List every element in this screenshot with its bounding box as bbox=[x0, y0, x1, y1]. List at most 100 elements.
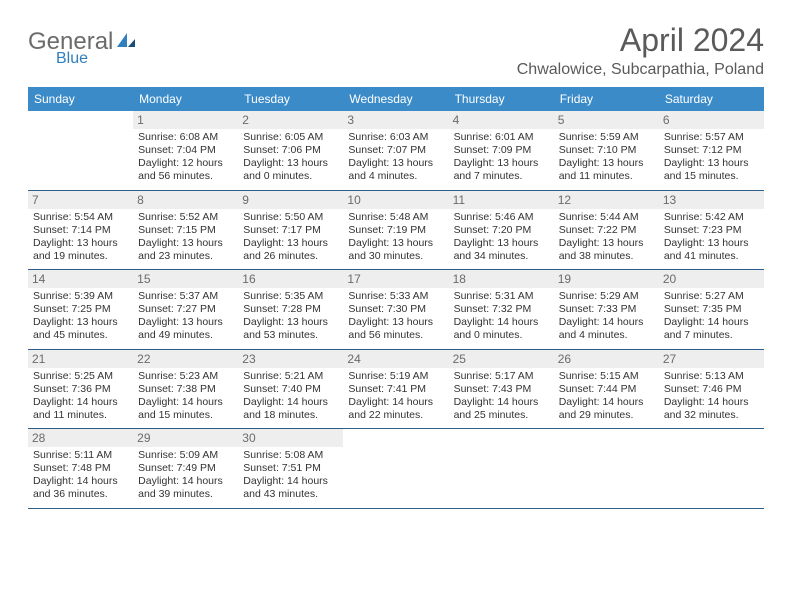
daylight-text: Daylight: 14 hours bbox=[454, 316, 549, 329]
week-row: 28Sunrise: 5:11 AMSunset: 7:48 PMDayligh… bbox=[28, 429, 764, 509]
week-row: 7Sunrise: 5:54 AMSunset: 7:14 PMDaylight… bbox=[28, 191, 764, 271]
weekday-header: Thursday bbox=[449, 87, 554, 111]
sunrise-text: Sunrise: 5:37 AM bbox=[138, 290, 233, 303]
daylight-text: and 56 minutes. bbox=[348, 329, 443, 342]
sunrise-text: Sunrise: 5:08 AM bbox=[243, 449, 338, 462]
sunrise-text: Sunrise: 5:50 AM bbox=[243, 211, 338, 224]
daylight-text: Daylight: 14 hours bbox=[33, 475, 128, 488]
day-number: 12 bbox=[554, 191, 659, 209]
daylight-text: Daylight: 13 hours bbox=[348, 157, 443, 170]
sunset-text: Sunset: 7:27 PM bbox=[138, 303, 233, 316]
daylight-text: Daylight: 14 hours bbox=[243, 396, 338, 409]
sunset-text: Sunset: 7:38 PM bbox=[138, 383, 233, 396]
daylight-text: and 34 minutes. bbox=[454, 250, 549, 263]
day-number: 14 bbox=[28, 270, 133, 288]
daylight-text: Daylight: 14 hours bbox=[138, 396, 233, 409]
daylight-text: Daylight: 14 hours bbox=[138, 475, 233, 488]
sunset-text: Sunset: 7:44 PM bbox=[559, 383, 654, 396]
sunrise-text: Sunrise: 5:13 AM bbox=[664, 370, 759, 383]
sunrise-text: Sunrise: 5:29 AM bbox=[559, 290, 654, 303]
sunset-text: Sunset: 7:06 PM bbox=[243, 144, 338, 157]
sunset-text: Sunset: 7:46 PM bbox=[664, 383, 759, 396]
week-row: 21Sunrise: 5:25 AMSunset: 7:36 PMDayligh… bbox=[28, 350, 764, 430]
day-cell: 30Sunrise: 5:08 AMSunset: 7:51 PMDayligh… bbox=[238, 429, 343, 508]
daylight-text: and 43 minutes. bbox=[243, 488, 338, 501]
daylight-text: and 25 minutes. bbox=[454, 409, 549, 422]
sunset-text: Sunset: 7:43 PM bbox=[454, 383, 549, 396]
daylight-text: and 22 minutes. bbox=[348, 409, 443, 422]
sunset-text: Sunset: 7:49 PM bbox=[138, 462, 233, 475]
daylight-text: and 23 minutes. bbox=[138, 250, 233, 263]
sunset-text: Sunset: 7:48 PM bbox=[33, 462, 128, 475]
day-cell: 13Sunrise: 5:42 AMSunset: 7:23 PMDayligh… bbox=[659, 191, 764, 270]
day-cell: 14Sunrise: 5:39 AMSunset: 7:25 PMDayligh… bbox=[28, 270, 133, 349]
daylight-text: Daylight: 14 hours bbox=[559, 396, 654, 409]
daylight-text: and 32 minutes. bbox=[664, 409, 759, 422]
day-number: 22 bbox=[133, 350, 238, 368]
day-cell: 15Sunrise: 5:37 AMSunset: 7:27 PMDayligh… bbox=[133, 270, 238, 349]
sunset-text: Sunset: 7:33 PM bbox=[559, 303, 654, 316]
daylight-text: Daylight: 14 hours bbox=[664, 396, 759, 409]
daylight-text: and 0 minutes. bbox=[454, 329, 549, 342]
sunrise-text: Sunrise: 5:09 AM bbox=[138, 449, 233, 462]
daylight-text: and 38 minutes. bbox=[559, 250, 654, 263]
daylight-text: and 53 minutes. bbox=[243, 329, 338, 342]
sunrise-text: Sunrise: 5:11 AM bbox=[33, 449, 128, 462]
daylight-text: and 7 minutes. bbox=[454, 170, 549, 183]
day-cell: 16Sunrise: 5:35 AMSunset: 7:28 PMDayligh… bbox=[238, 270, 343, 349]
day-cell bbox=[28, 111, 133, 190]
sunrise-text: Sunrise: 5:17 AM bbox=[454, 370, 549, 383]
sunset-text: Sunset: 7:15 PM bbox=[138, 224, 233, 237]
daylight-text: and 4 minutes. bbox=[348, 170, 443, 183]
sunrise-text: Sunrise: 5:48 AM bbox=[348, 211, 443, 224]
daylight-text: Daylight: 13 hours bbox=[243, 237, 338, 250]
day-cell: 18Sunrise: 5:31 AMSunset: 7:32 PMDayligh… bbox=[449, 270, 554, 349]
sunrise-text: Sunrise: 5:35 AM bbox=[243, 290, 338, 303]
day-number: 8 bbox=[133, 191, 238, 209]
sunrise-text: Sunrise: 5:33 AM bbox=[348, 290, 443, 303]
daylight-text: and 0 minutes. bbox=[243, 170, 338, 183]
day-cell: 2Sunrise: 6:05 AMSunset: 7:06 PMDaylight… bbox=[238, 111, 343, 190]
day-cell: 1Sunrise: 6:08 AMSunset: 7:04 PMDaylight… bbox=[133, 111, 238, 190]
sunset-text: Sunset: 7:20 PM bbox=[454, 224, 549, 237]
day-cell bbox=[343, 429, 448, 508]
day-number: 11 bbox=[449, 191, 554, 209]
daylight-text: Daylight: 14 hours bbox=[33, 396, 128, 409]
month-title: April 2024 bbox=[517, 22, 764, 59]
brand-part2: Blue bbox=[56, 50, 138, 68]
day-number: 7 bbox=[28, 191, 133, 209]
sunset-text: Sunset: 7:32 PM bbox=[454, 303, 549, 316]
day-cell: 24Sunrise: 5:19 AMSunset: 7:41 PMDayligh… bbox=[343, 350, 448, 429]
daylight-text: and 4 minutes. bbox=[559, 329, 654, 342]
title-block: April 2024 Chwalowice, Subcarpathia, Pol… bbox=[517, 22, 764, 79]
daylight-text: Daylight: 13 hours bbox=[559, 237, 654, 250]
daylight-text: and 7 minutes. bbox=[664, 329, 759, 342]
day-cell: 12Sunrise: 5:44 AMSunset: 7:22 PMDayligh… bbox=[554, 191, 659, 270]
daylight-text: and 15 minutes. bbox=[138, 409, 233, 422]
day-cell bbox=[554, 429, 659, 508]
day-number: 23 bbox=[238, 350, 343, 368]
day-number: 13 bbox=[659, 191, 764, 209]
sunrise-text: Sunrise: 5:23 AM bbox=[138, 370, 233, 383]
weekday-header-row: Sunday Monday Tuesday Wednesday Thursday… bbox=[28, 87, 764, 111]
day-number: 5 bbox=[554, 111, 659, 129]
week-row: 14Sunrise: 5:39 AMSunset: 7:25 PMDayligh… bbox=[28, 270, 764, 350]
sunset-text: Sunset: 7:17 PM bbox=[243, 224, 338, 237]
sunrise-text: Sunrise: 5:25 AM bbox=[33, 370, 128, 383]
day-number: 9 bbox=[238, 191, 343, 209]
daylight-text: Daylight: 13 hours bbox=[664, 237, 759, 250]
sunrise-text: Sunrise: 5:52 AM bbox=[138, 211, 233, 224]
daylight-text: Daylight: 13 hours bbox=[243, 316, 338, 329]
day-number: 2 bbox=[238, 111, 343, 129]
day-number: 1 bbox=[133, 111, 238, 129]
weekday-header: Saturday bbox=[659, 87, 764, 111]
daylight-text: Daylight: 14 hours bbox=[454, 396, 549, 409]
daylight-text: Daylight: 13 hours bbox=[243, 157, 338, 170]
day-number: 26 bbox=[554, 350, 659, 368]
daylight-text: and 56 minutes. bbox=[138, 170, 233, 183]
day-cell: 8Sunrise: 5:52 AMSunset: 7:15 PMDaylight… bbox=[133, 191, 238, 270]
day-cell: 10Sunrise: 5:48 AMSunset: 7:19 PMDayligh… bbox=[343, 191, 448, 270]
daylight-text: Daylight: 13 hours bbox=[664, 157, 759, 170]
sunrise-text: Sunrise: 6:03 AM bbox=[348, 131, 443, 144]
daylight-text: and 15 minutes. bbox=[664, 170, 759, 183]
